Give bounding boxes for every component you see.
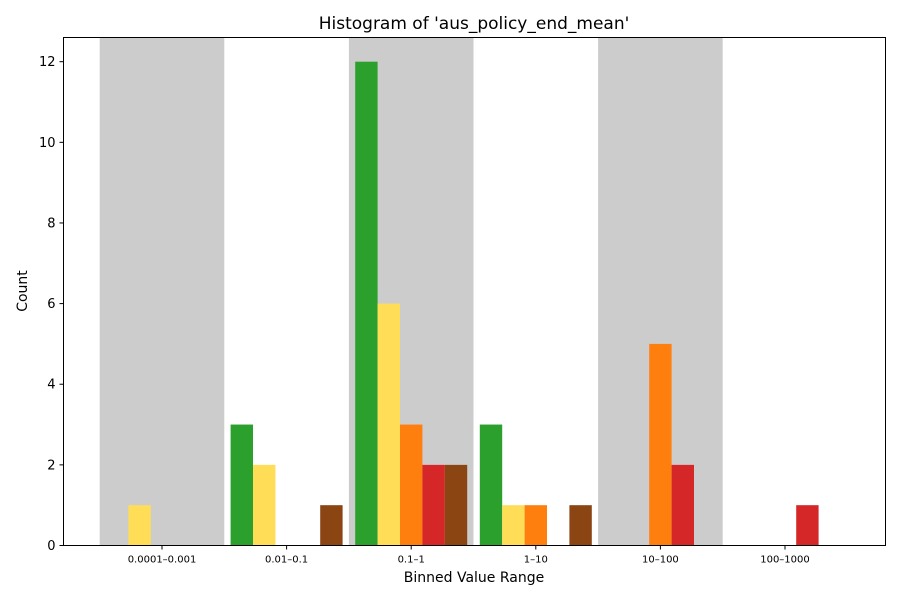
chart-title: Histogram of 'aus_policy_end_mean' xyxy=(319,14,630,34)
bar xyxy=(320,505,343,546)
plot-frame xyxy=(63,37,886,546)
bar xyxy=(569,505,592,546)
x-tick-label: 10–100 xyxy=(642,555,679,566)
y-axis-label: Count xyxy=(15,270,31,312)
y-axis: 0 2 4 6 8 10 12 xyxy=(39,55,64,554)
bar xyxy=(377,303,400,546)
y-tick-label: 10 xyxy=(39,136,56,151)
bar xyxy=(502,505,525,546)
x-tick-label: 100–1000 xyxy=(760,555,810,566)
y-tick-label: 8 xyxy=(47,216,55,231)
bar xyxy=(128,505,151,546)
x-axis-label: Binned Value Range xyxy=(404,570,544,586)
y-tick-label: 0 xyxy=(47,539,55,554)
bar xyxy=(524,505,547,546)
y-tick-label: 2 xyxy=(47,458,55,473)
bar xyxy=(422,464,445,546)
bar xyxy=(671,464,694,546)
bar xyxy=(444,464,468,546)
bar xyxy=(230,424,253,546)
y-tick-label: 12 xyxy=(39,55,56,70)
bars xyxy=(128,61,819,546)
x-tick-label: 1–10 xyxy=(524,555,548,566)
y-tick-label: 6 xyxy=(47,297,55,312)
bar xyxy=(649,343,672,546)
bar xyxy=(796,505,819,546)
bar xyxy=(253,464,276,546)
x-tick-label: 0.0001–0.001 xyxy=(128,555,197,566)
shaded-band xyxy=(99,37,225,546)
bar xyxy=(355,61,378,546)
x-tick-label: 0.1–1 xyxy=(398,555,425,566)
y-tick-label: 4 xyxy=(47,378,55,393)
x-axis: 0.0001–0.001 0.01–0.1 0.1–1 1–10 10–100 100–1… xyxy=(128,545,810,566)
bar xyxy=(400,424,423,546)
x-tick-label: 0.01–0.1 xyxy=(265,555,308,566)
bar xyxy=(479,424,503,546)
